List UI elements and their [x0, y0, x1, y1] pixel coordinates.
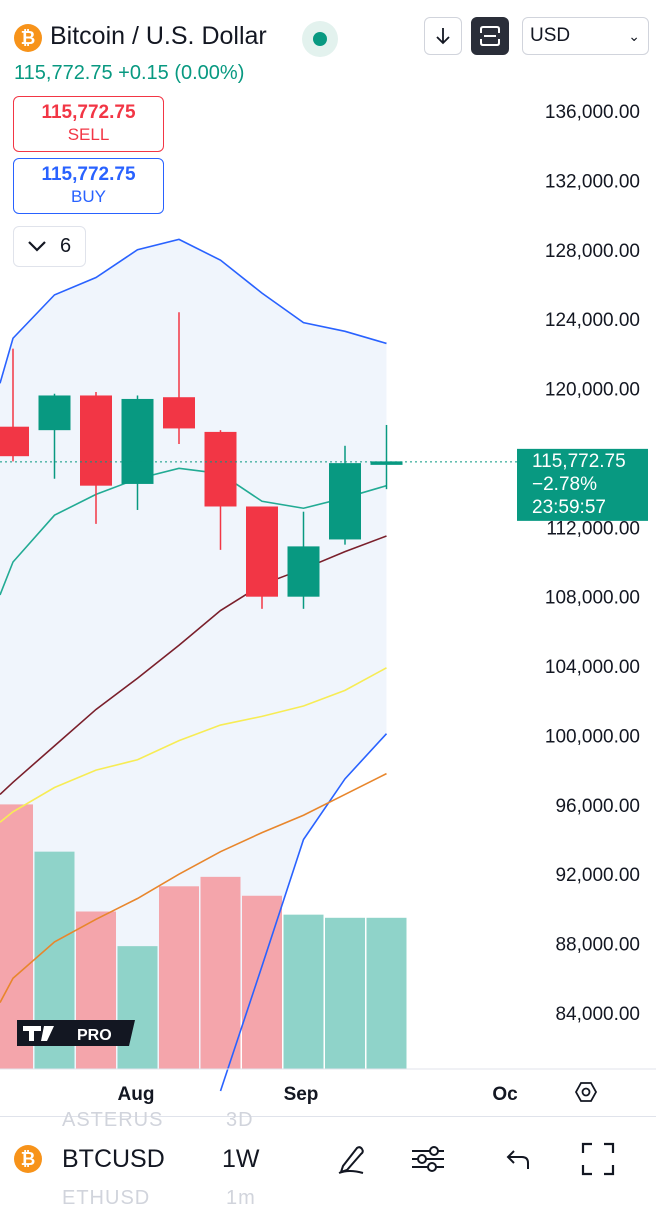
candle-body	[0, 426, 29, 457]
symbol-title[interactable]: Bitcoin / U.S. Dollar	[50, 22, 267, 50]
last-price-label: 115,772.75 −2.78% 23:59:57	[517, 448, 648, 521]
drawing-pen-icon	[338, 1146, 364, 1174]
price-axis-label: 128,000.00	[545, 241, 640, 262]
watchlist-ghost-symbol: ETHUSD	[62, 1187, 151, 1209]
time-axis-label: Aug	[118, 1084, 155, 1105]
settings-sliders-icon	[412, 1146, 444, 1172]
currency-value: USD	[530, 25, 571, 46]
time-axis-label: Oc	[492, 1084, 518, 1105]
watchlist-ghost-interval: 1m	[226, 1187, 256, 1209]
symbol-header: ₿ Bitcoin / U.S. Dollar USD ⌄ 115,772.75…	[0, 0, 656, 90]
candle-body	[163, 397, 195, 429]
price-axis-label: 84,000.00	[555, 1004, 640, 1025]
volume-bars	[0, 804, 407, 1069]
bar-countdown: 23:59:57	[532, 497, 606, 518]
volume-bar	[283, 914, 324, 1069]
ma-yellow-line	[0, 667, 387, 823]
chevron-down-icon: ⌄	[628, 28, 640, 44]
volume-bar	[117, 946, 158, 1069]
time-axis[interactable]: Aug Sep Oc	[118, 1084, 519, 1105]
currency-select[interactable]: USD ⌄	[522, 17, 649, 55]
bitcoin-logo-icon: ₿	[14, 1145, 42, 1173]
candle-body	[370, 461, 403, 465]
price-axis-label: 100,000.00	[545, 726, 640, 747]
volume-bar	[325, 917, 365, 1069]
fullscreen-icon	[581, 1142, 615, 1176]
price-axis-label: 124,000.00	[545, 310, 640, 331]
price-axis-label: 96,000.00	[555, 796, 640, 817]
sell-button[interactable]: 115,772.75 SELL	[13, 96, 164, 152]
svg-text:PRO: PRO	[77, 1027, 112, 1044]
buy-price: 115,772.75	[41, 164, 136, 185]
arrow-down-icon	[436, 28, 450, 45]
candles	[0, 312, 403, 609]
price-axis[interactable]: 136,000.00 132,000.00 128,000.00 124,000.00…	[545, 102, 640, 1025]
volume-bar	[366, 917, 407, 1069]
indicators-toggle-button[interactable]: 6	[13, 226, 86, 267]
fullscreen-button[interactable]	[576, 1137, 620, 1181]
tradingview-pro-logo: PRO	[17, 1020, 135, 1046]
price-axis-label: 92,000.00	[555, 865, 640, 886]
price-axis-label: 104,000.00	[545, 657, 640, 678]
volume-bar	[200, 876, 241, 1069]
candle-body	[246, 506, 278, 597]
price-axis-label: 108,000.00	[545, 588, 640, 609]
sell-label: SELL	[67, 125, 110, 144]
buy-button[interactable]: 115,772.75 BUY	[13, 158, 164, 214]
candle-body	[287, 546, 320, 597]
price-axis-label: 136,000.00	[545, 102, 640, 123]
sell-price: 115,772.75	[41, 102, 136, 123]
bollinger-upper-line	[0, 238, 387, 384]
undo-icon	[506, 1150, 529, 1169]
candle-body	[80, 395, 112, 486]
candle-body	[204, 431, 237, 507]
live-dot-icon	[313, 32, 327, 46]
candle-body	[121, 398, 154, 484]
last-price-value: 115,772.75	[532, 451, 626, 472]
watchlist-ghost-interval: 3D	[226, 1109, 254, 1131]
price-axis-label: 120,000.00	[545, 380, 640, 401]
buy-label: BUY	[71, 187, 106, 206]
price-axis-label: 112,000.00	[546, 518, 640, 539]
indicators-count: 6	[59, 235, 72, 257]
indicator-settings-button[interactable]	[406, 1137, 450, 1181]
drawing-tools-button[interactable]	[330, 1137, 374, 1181]
market-open-indicator[interactable]	[302, 21, 338, 57]
price-chart[interactable]: 136,000.00 132,000.00 128,000.00 124,000.00…	[0, 0, 656, 1116]
screenshot-frame-icon	[480, 26, 500, 46]
volume-bar	[159, 886, 199, 1069]
watchlist-ghost-symbol: ASTERUS	[62, 1109, 164, 1131]
chart-settings-icon[interactable]	[574, 1082, 598, 1102]
bollinger-mid-line	[0, 467, 387, 596]
candle-body	[38, 395, 71, 431]
bottom-toolbar: ASTERUS 3D ETHUSD 1m ₿ BTCUSD 1W	[0, 1109, 656, 1209]
bollinger-lower-line	[219, 733, 388, 1092]
ma-orange-line	[0, 772, 387, 1003]
symbol-selector[interactable]: BTCUSD	[62, 1145, 165, 1173]
time-axis-label: Sep	[284, 1084, 319, 1105]
chevron-down-icon	[28, 241, 46, 252]
price-axis-label: 88,000.00	[555, 935, 640, 956]
bitcoin-logo-icon: ₿	[14, 24, 42, 52]
screenshot-button[interactable]	[471, 17, 509, 55]
download-arrow-button[interactable]	[424, 17, 462, 55]
candle-body	[329, 463, 361, 540]
price-change-line: 115,772.75 +0.15 (0.00%)	[14, 62, 245, 84]
undo-button[interactable]	[496, 1137, 540, 1181]
price-axis-label: 132,000.00	[545, 171, 640, 192]
last-price-change: −2.78%	[532, 474, 597, 495]
interval-selector[interactable]: 1W	[222, 1145, 260, 1173]
